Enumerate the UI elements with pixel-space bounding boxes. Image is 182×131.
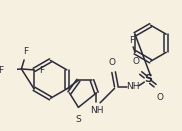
Text: S: S <box>76 115 81 124</box>
Text: F: F <box>23 47 28 56</box>
Text: O: O <box>156 93 163 102</box>
Text: NH: NH <box>126 82 139 91</box>
Text: NH: NH <box>90 106 103 115</box>
Text: F: F <box>129 36 134 45</box>
Text: O: O <box>133 57 140 66</box>
Text: F: F <box>39 66 45 75</box>
Text: S: S <box>144 74 152 84</box>
Text: O: O <box>108 58 115 67</box>
Text: F: F <box>0 66 3 75</box>
